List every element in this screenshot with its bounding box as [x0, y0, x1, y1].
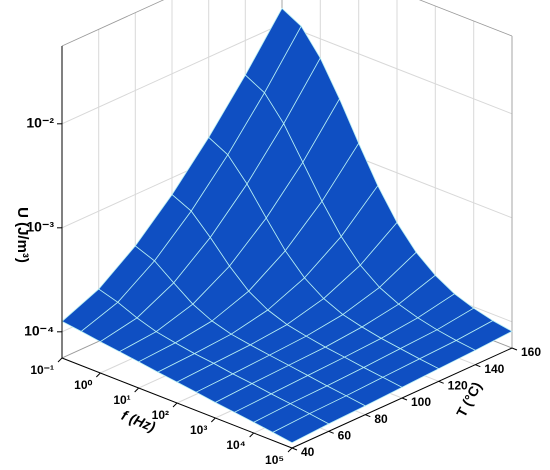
x-tick — [287, 447, 293, 453]
y-tick-label: 80 — [374, 412, 388, 426]
z-axis-label: U (J/m³) — [14, 207, 31, 263]
y-tick-label: 40 — [301, 445, 315, 459]
x-tick — [172, 402, 178, 408]
y-tick-label: 100 — [411, 395, 431, 409]
y-tick — [328, 430, 334, 434]
y-tick-label: 140 — [484, 362, 504, 376]
x-tick-label: 10⁰ — [74, 378, 92, 392]
surface-patch — [272, 413, 330, 444]
y-tick — [291, 447, 298, 451]
x-tick — [249, 432, 255, 438]
x-tick-label: 10⁴ — [226, 438, 245, 452]
x-tick — [210, 417, 216, 423]
x-tick-label: 10³ — [190, 423, 207, 437]
y-tick-label: 60 — [338, 429, 352, 443]
y-tick — [475, 364, 481, 368]
box-edge — [61, 0, 165, 47]
x-tick — [95, 372, 101, 378]
y-tick — [365, 414, 371, 418]
z-tick-label: 10⁻³ — [26, 219, 54, 235]
y-tick-label: 120 — [448, 379, 468, 393]
y-tick — [401, 397, 408, 401]
x-tick — [57, 357, 63, 363]
x-tick-label: 10¹ — [113, 393, 130, 407]
x-tick — [134, 387, 140, 393]
x-tick-label: 10⁻¹ — [30, 363, 54, 377]
y-tick — [511, 347, 518, 351]
x-tick-label: 10⁵ — [265, 453, 284, 467]
box-edge — [418, 0, 513, 37]
z-tick-label: 10⁻² — [26, 115, 54, 131]
x-tick-label: 10² — [152, 408, 169, 422]
z-tick-label: 10⁻⁴ — [24, 323, 54, 339]
y-tick-label: 160 — [521, 345, 541, 359]
y-tick — [438, 380, 444, 384]
